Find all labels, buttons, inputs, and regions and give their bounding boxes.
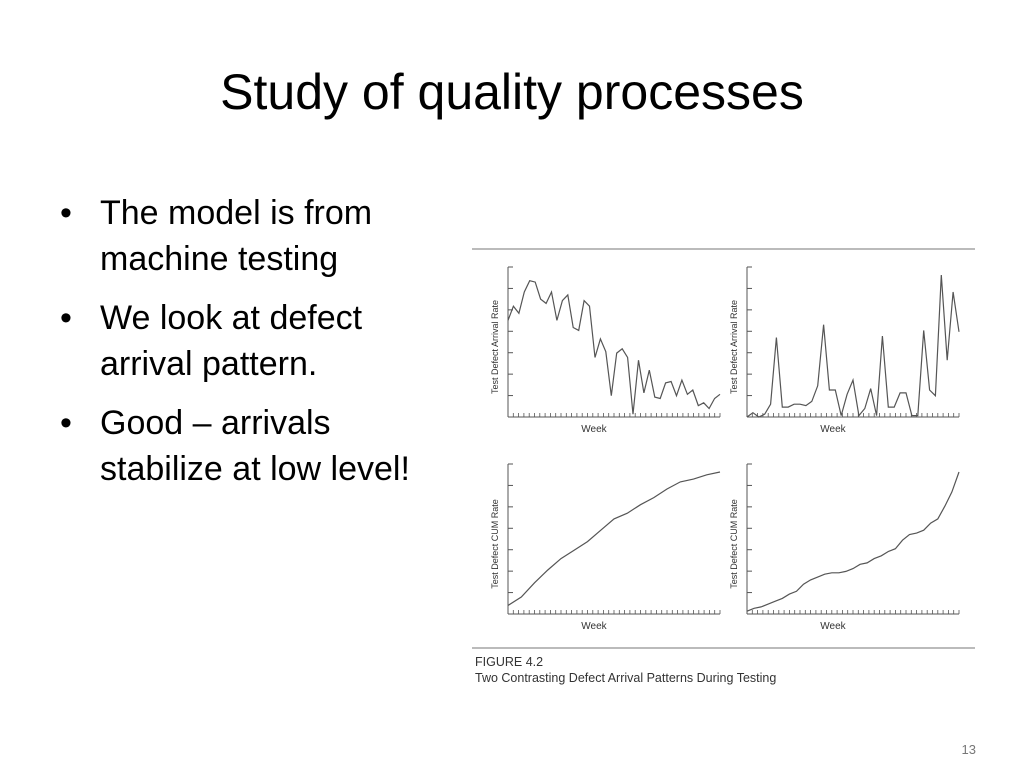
y-axis-label: Test Defect Arrival Rate — [490, 300, 500, 394]
x-axis-label: Week — [820, 424, 846, 435]
series-line — [746, 471, 960, 612]
bullet-text: The model is from machine testing — [100, 194, 373, 278]
series-line — [507, 279, 721, 415]
slide-title: Study of quality processes — [220, 64, 804, 120]
bullet-text: We look at defect arrival pattern. — [100, 299, 363, 383]
bullet-item: • We look at defect arrival pattern. — [58, 295, 458, 387]
slide-number: 13 — [961, 742, 976, 757]
figure-caption: Two Contrasting Defect Arrival Patterns … — [475, 671, 777, 685]
bullet-item: • The model is from machine testing — [58, 190, 458, 282]
figure-charts: Week Test Defect Arrival Rate Week Test Def… — [472, 248, 975, 649]
figure-label: FIGURE 4.2 — [475, 655, 544, 669]
bullet-text: Good – arrivals stabilize at low level! — [100, 404, 410, 488]
x-axis-label: Week — [581, 621, 607, 632]
series-line — [507, 471, 721, 607]
series-line — [746, 274, 960, 418]
x-axis-label: Week — [820, 621, 846, 632]
x-axis-label: Week — [581, 424, 607, 435]
y-axis-label: Test Defect CUM Rate — [729, 499, 739, 589]
figure: Week Test Defect Arrival Rate Week Test Def… — [472, 242, 977, 692]
y-axis-label: Test Defect CUM Rate — [490, 499, 500, 589]
bullet-dot: • — [60, 299, 72, 337]
bullet-dot: • — [60, 404, 72, 442]
y-axis-label: Test Defect Arrival Rate — [729, 300, 739, 394]
bullet-item: • Good – arrivals stabilize at low level… — [58, 400, 458, 492]
bullet-dot: • — [60, 194, 72, 232]
figure-caption-block: FIGURE 4.2 Two Contrasting Defect Arriva… — [475, 654, 776, 686]
bullet-list: • The model is from machine testing • We… — [58, 190, 458, 505]
